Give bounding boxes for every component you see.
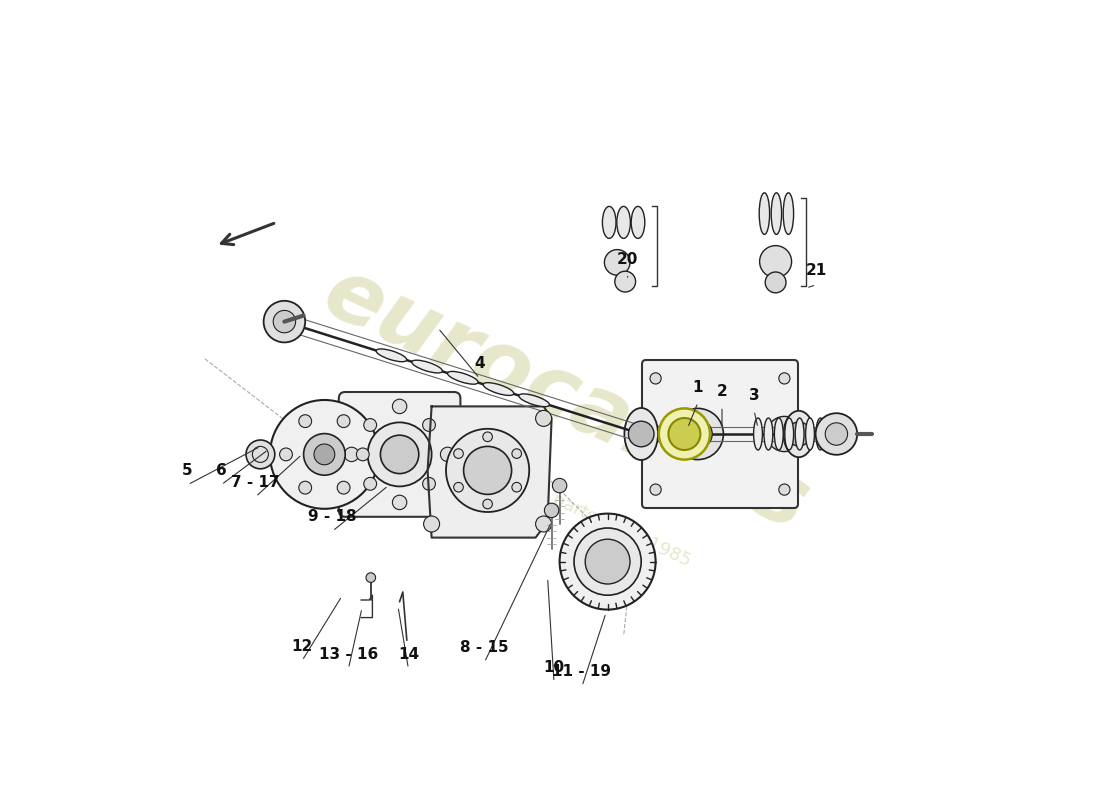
Circle shape <box>825 422 848 445</box>
Circle shape <box>299 414 311 427</box>
Circle shape <box>270 400 378 509</box>
Circle shape <box>453 449 463 458</box>
Ellipse shape <box>759 193 770 234</box>
Ellipse shape <box>795 418 804 450</box>
Circle shape <box>273 310 296 333</box>
Text: 6: 6 <box>216 463 227 478</box>
Text: 12: 12 <box>292 639 312 654</box>
Circle shape <box>512 482 521 492</box>
Ellipse shape <box>617 206 630 238</box>
Circle shape <box>536 410 551 426</box>
Ellipse shape <box>483 382 514 395</box>
Text: 10: 10 <box>543 661 564 675</box>
FancyBboxPatch shape <box>642 360 798 508</box>
Circle shape <box>463 446 512 494</box>
Text: 4: 4 <box>474 357 485 371</box>
Circle shape <box>683 419 712 448</box>
Text: 20: 20 <box>617 252 638 266</box>
Circle shape <box>615 271 636 292</box>
Ellipse shape <box>783 193 793 234</box>
Circle shape <box>672 408 724 459</box>
Circle shape <box>560 514 656 610</box>
Circle shape <box>604 250 630 275</box>
Circle shape <box>364 418 376 431</box>
Circle shape <box>760 246 792 278</box>
Circle shape <box>544 503 559 518</box>
Circle shape <box>314 444 334 465</box>
Ellipse shape <box>411 360 442 373</box>
Circle shape <box>344 447 359 462</box>
Text: 3: 3 <box>749 389 759 403</box>
Circle shape <box>338 414 350 427</box>
Ellipse shape <box>448 371 478 384</box>
Polygon shape <box>428 406 551 538</box>
Text: 21: 21 <box>806 263 827 278</box>
Circle shape <box>483 499 493 509</box>
Circle shape <box>767 416 802 451</box>
Text: eurocarres: eurocarres <box>310 251 822 549</box>
Ellipse shape <box>603 206 616 238</box>
Ellipse shape <box>771 193 782 234</box>
Circle shape <box>512 449 521 458</box>
Circle shape <box>779 373 790 384</box>
Circle shape <box>453 482 463 492</box>
Circle shape <box>393 399 407 414</box>
Circle shape <box>424 516 440 532</box>
Circle shape <box>446 429 529 512</box>
Circle shape <box>585 539 630 584</box>
Text: 1: 1 <box>693 381 703 395</box>
Ellipse shape <box>816 418 825 450</box>
Circle shape <box>264 301 305 342</box>
Text: 5: 5 <box>183 463 192 478</box>
Ellipse shape <box>519 394 550 406</box>
Ellipse shape <box>774 418 783 450</box>
Circle shape <box>659 408 710 459</box>
Ellipse shape <box>805 418 814 450</box>
Circle shape <box>650 484 661 495</box>
Circle shape <box>786 422 811 446</box>
Circle shape <box>279 448 293 461</box>
Circle shape <box>766 272 786 293</box>
Circle shape <box>299 482 311 494</box>
Circle shape <box>650 373 661 384</box>
Circle shape <box>574 528 641 595</box>
Ellipse shape <box>631 206 645 238</box>
Circle shape <box>364 478 376 490</box>
Text: 9 - 18: 9 - 18 <box>308 510 356 524</box>
Ellipse shape <box>625 408 658 460</box>
Circle shape <box>536 516 551 532</box>
Circle shape <box>246 440 275 469</box>
Circle shape <box>779 484 790 495</box>
Circle shape <box>483 432 493 442</box>
Ellipse shape <box>783 411 814 457</box>
Circle shape <box>367 422 431 486</box>
Circle shape <box>393 495 407 510</box>
Text: 13 - 16: 13 - 16 <box>319 647 378 662</box>
Circle shape <box>440 447 454 462</box>
Ellipse shape <box>784 418 793 450</box>
Circle shape <box>815 413 857 454</box>
Circle shape <box>304 434 345 475</box>
Text: 2: 2 <box>716 385 727 399</box>
FancyBboxPatch shape <box>339 392 461 517</box>
Circle shape <box>381 435 419 474</box>
Text: a passion for parts since 1985: a passion for parts since 1985 <box>439 438 693 570</box>
Circle shape <box>552 478 567 493</box>
Circle shape <box>356 448 370 461</box>
Text: 14: 14 <box>398 647 419 662</box>
Circle shape <box>628 421 654 446</box>
Ellipse shape <box>376 349 407 362</box>
Circle shape <box>366 573 375 582</box>
Circle shape <box>669 418 701 450</box>
Text: 8 - 15: 8 - 15 <box>460 641 508 655</box>
Ellipse shape <box>754 418 762 450</box>
Text: 11 - 19: 11 - 19 <box>552 665 612 679</box>
Ellipse shape <box>764 418 773 450</box>
Circle shape <box>338 482 350 494</box>
Circle shape <box>422 418 436 431</box>
Circle shape <box>422 478 436 490</box>
Text: 7 - 17: 7 - 17 <box>231 475 279 490</box>
